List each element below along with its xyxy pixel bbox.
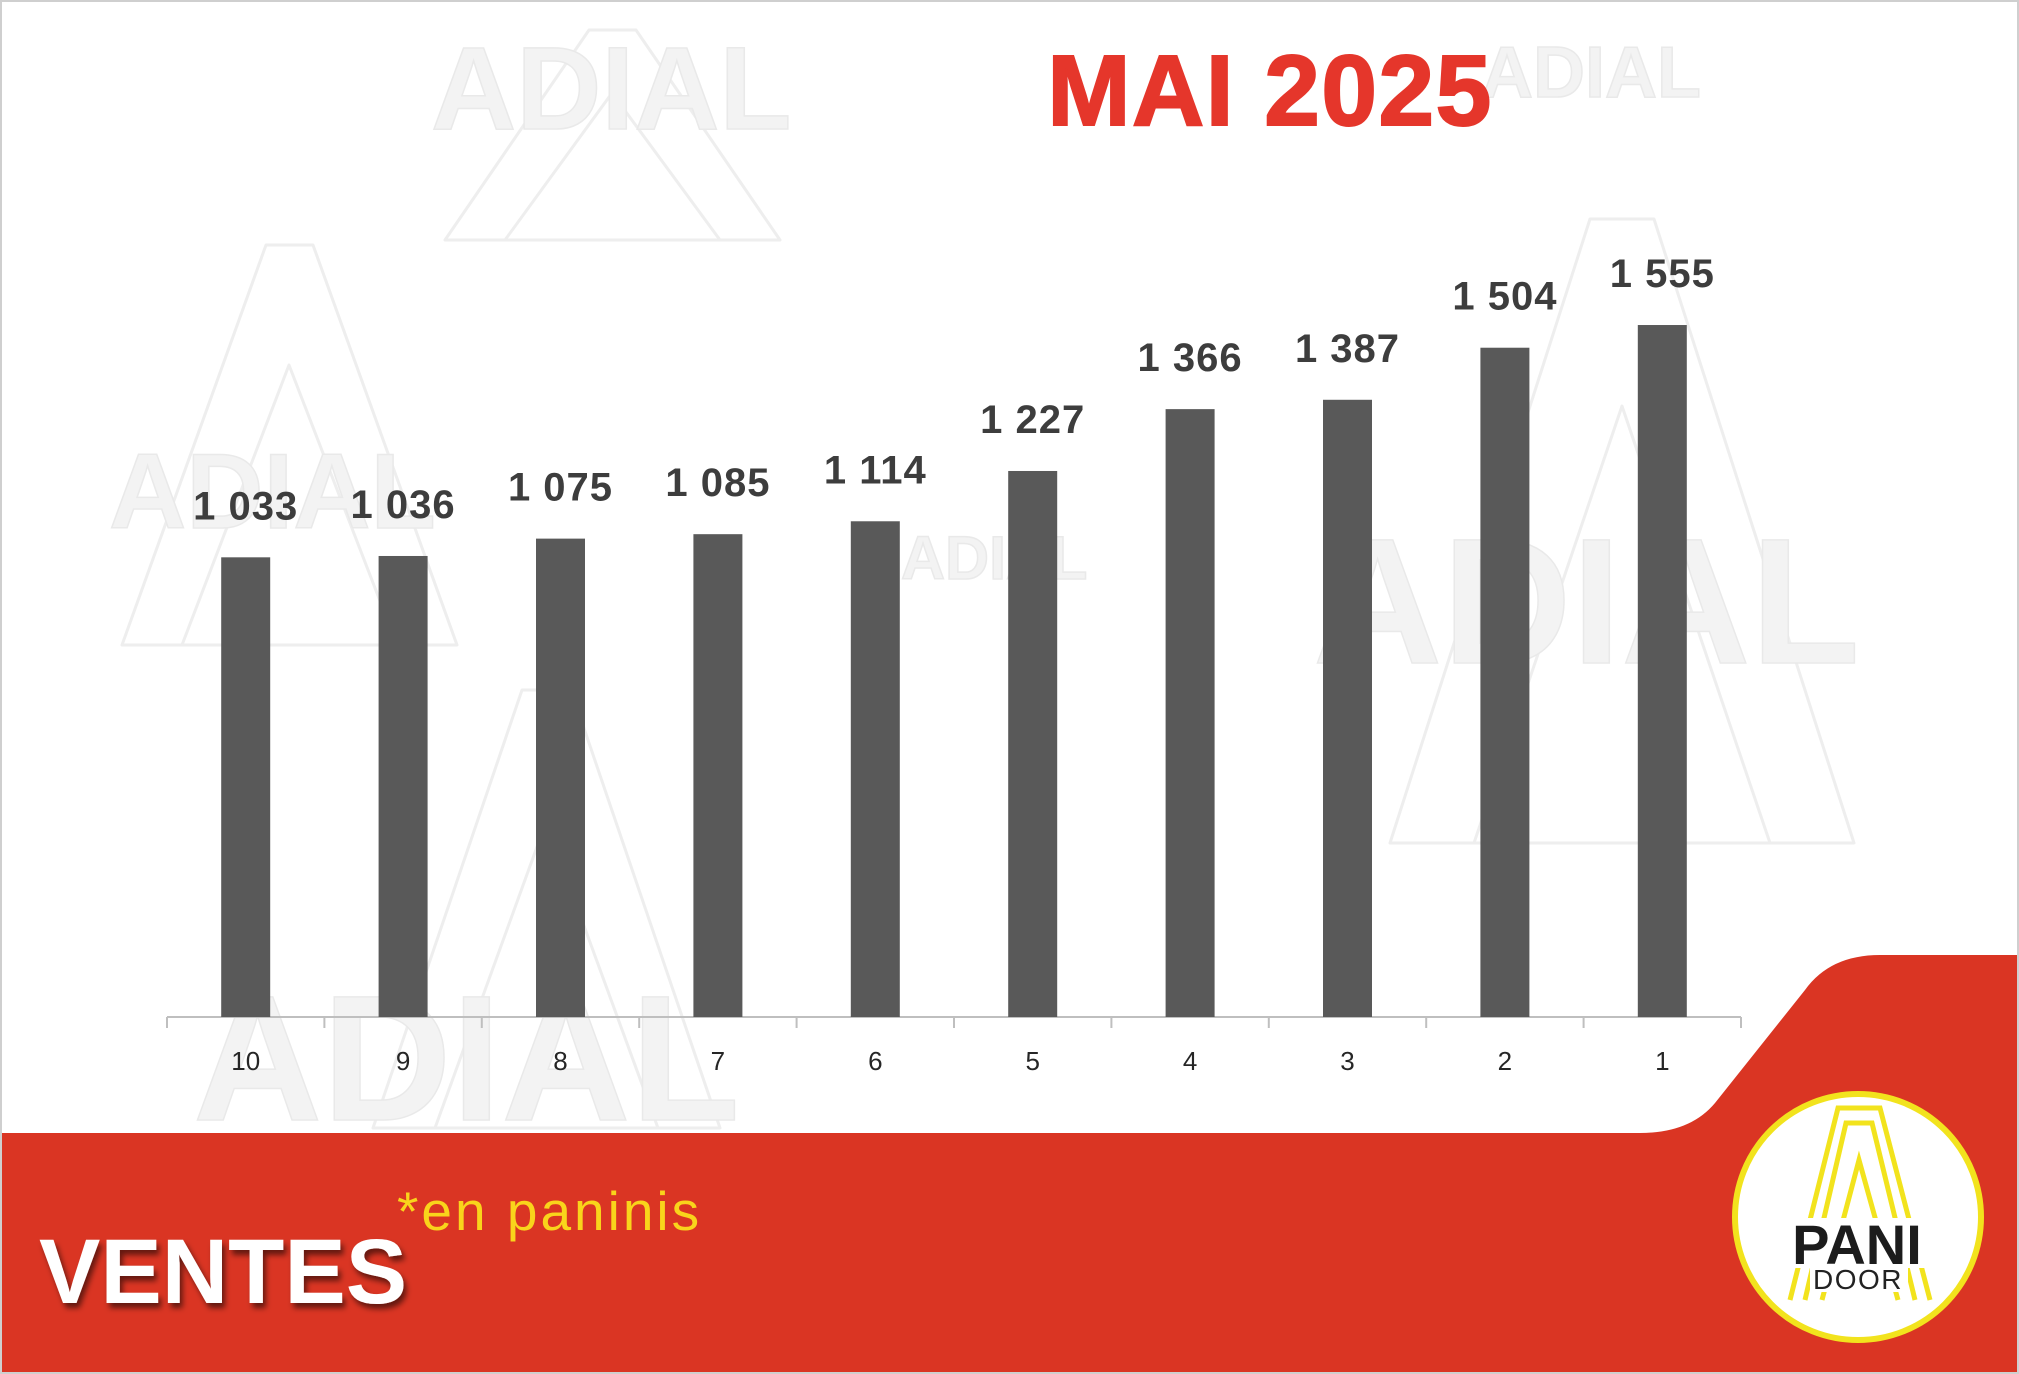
x-tick-label-3: 3 [1340,1046,1354,1076]
panidoor-logo: PANI DOOR [1732,1091,1984,1343]
bar-8 [536,538,585,1017]
bar-series [221,325,1687,1018]
watermark-text: ADIAL [109,431,436,551]
watermark-layer: ADIAL ADIAL ADIAL ADIAL ADIAL ADIAL [108,22,1860,1159]
watermark-a-shape-icon [443,28,782,242]
bar-10 [221,557,271,1017]
data-label-9: 1 036 [351,483,456,527]
data-label-4: 1 366 [1138,336,1243,380]
footer-label: VENTES [39,1221,407,1323]
data-label-8: 1 075 [508,466,613,510]
watermark-text: ADIAL [193,958,740,1158]
data-label-5: 1 227 [980,398,1085,442]
watermark-a-shape-icon [120,243,459,647]
footer-band [0,955,2019,1374]
watermark-text: ADIAL [431,23,792,155]
x-axis [166,1016,1742,1028]
data-label-6: 1 114 [824,448,927,492]
x-tick-label-1: 1 [1655,1046,1669,1076]
watermark-text: ADIAL [901,524,1087,592]
bar-1 [1637,325,1687,1017]
bar-5 [1008,470,1058,1017]
watermark-text: ADIAL [1313,501,1860,701]
x-tick-label-4: 4 [1183,1046,1197,1076]
bar-4 [1165,409,1215,1017]
data-label-1: 1 555 [1610,252,1715,296]
bar-2 [1480,347,1530,1018]
x-tick-label-10: 10 [231,1046,260,1076]
bar-3 [1323,399,1372,1017]
x-tick-label-2: 2 [1498,1046,1512,1076]
data-label-3: 1 387 [1295,327,1400,371]
footer-note: *en paninis [397,1180,702,1242]
bar-7 [693,534,743,1017]
logo-text-backdrop [1790,1218,1926,1268]
bar-9 [378,555,428,1017]
x-tick-label-7: 7 [711,1046,725,1076]
x-tick-label-8: 8 [553,1046,567,1076]
x-tick-labels: 10 9 8 7 6 5 4 3 2 1 [231,1046,1669,1076]
x-tick-label-5: 5 [1025,1046,1039,1076]
data-label-7: 1 085 [665,461,770,505]
bar-6 [850,521,900,1017]
data-labels: 1 033 1 036 1 075 1 085 1 114 1 227 1 366 1 387… [193,252,1715,528]
x-tick-label-9: 9 [396,1046,410,1076]
data-label-10: 1 033 [193,484,298,528]
logo-word-door: DOOR [1813,1264,1903,1295]
data-label-2: 1 504 [1452,275,1557,319]
logo-text-backdrop [1810,1268,1908,1292]
watermark-text: ADIAL [1481,33,1701,113]
x-tick-label-6: 6 [868,1046,882,1076]
chart-title: MAI 2025 [1047,35,1493,147]
logo-word-pani: PANI [1792,1213,1922,1276]
